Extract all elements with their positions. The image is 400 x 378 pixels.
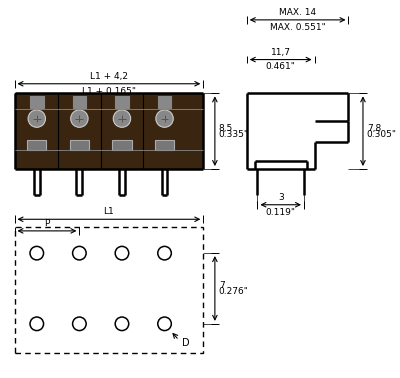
- Text: 0.461": 0.461": [266, 62, 296, 71]
- Text: 7: 7: [219, 281, 224, 290]
- Text: MAX. 14: MAX. 14: [279, 8, 316, 17]
- Bar: [158, 96, 171, 108]
- Text: 3: 3: [278, 193, 284, 202]
- Bar: [70, 140, 89, 150]
- Text: 0.305": 0.305": [367, 130, 397, 139]
- Circle shape: [28, 110, 46, 127]
- Text: 7,8: 7,8: [367, 124, 381, 133]
- Text: 8,5: 8,5: [219, 124, 233, 133]
- Circle shape: [113, 110, 131, 127]
- Text: 11,7: 11,7: [271, 48, 291, 57]
- Circle shape: [71, 110, 88, 127]
- Text: 0.335": 0.335": [219, 130, 249, 139]
- Text: L1 + 4,2: L1 + 4,2: [90, 72, 128, 81]
- Bar: [155, 140, 174, 150]
- Text: L1 + 0.165": L1 + 0.165": [82, 87, 136, 96]
- Text: 0.276": 0.276": [219, 287, 249, 296]
- Bar: [112, 140, 132, 150]
- Bar: [72, 96, 86, 108]
- Text: L1: L1: [104, 208, 114, 216]
- Bar: [115, 96, 129, 108]
- Bar: [14, 93, 203, 169]
- Text: 0.119": 0.119": [266, 208, 296, 217]
- Text: P: P: [44, 219, 50, 228]
- Bar: [30, 96, 44, 108]
- Bar: [27, 140, 46, 150]
- Bar: [14, 227, 203, 353]
- Circle shape: [156, 110, 173, 127]
- Text: MAX. 0.551": MAX. 0.551": [270, 23, 326, 32]
- Text: D: D: [182, 338, 190, 348]
